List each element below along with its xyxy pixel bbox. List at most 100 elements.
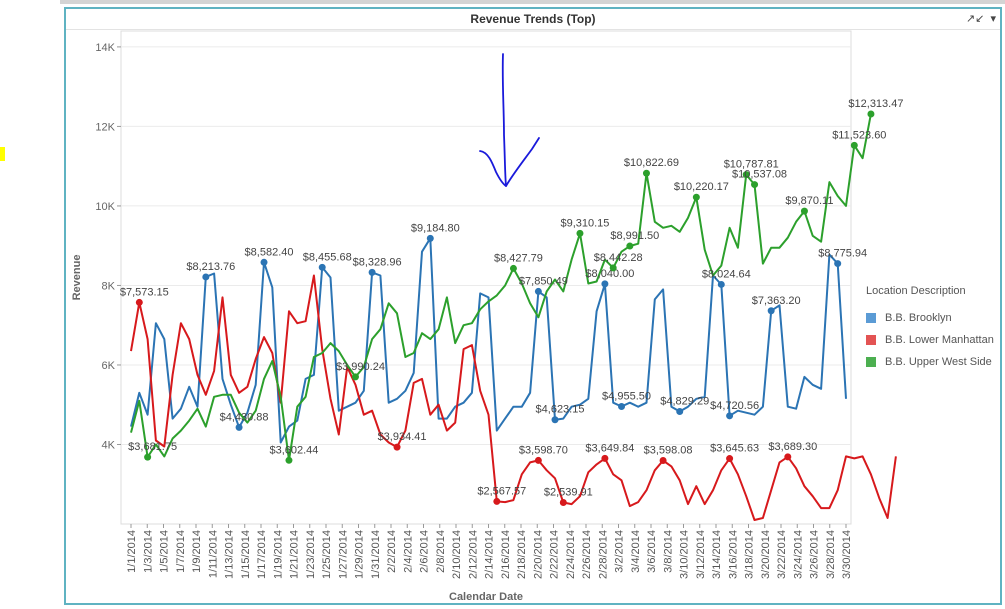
x-tick-label: 3/26/2014 <box>809 530 821 579</box>
data-label: $7,363.20 <box>752 295 801 307</box>
x-tick-label: 3/16/2014 <box>727 530 739 579</box>
data-point-brooklyn <box>534 287 542 295</box>
legend-label: B.B. Lower Manhattan <box>885 334 994 346</box>
x-tick-label: 3/14/2014 <box>711 530 723 579</box>
data-point-upper-west-side <box>351 373 359 381</box>
data-label: $10,537.08 <box>732 169 787 181</box>
data-point-brooklyn <box>202 273 210 281</box>
x-tick-label: 1/15/2014 <box>240 530 252 579</box>
data-label: $3,602.44 <box>269 444 318 456</box>
data-label: $3,598.70 <box>519 444 568 456</box>
data-point-brooklyn <box>717 280 725 288</box>
data-point-upper-west-side <box>609 264 617 272</box>
data-label: $9,184.80 <box>411 222 460 234</box>
data-point-upper-west-side <box>742 171 750 179</box>
x-tick-label: 1/1/2014 <box>126 530 138 573</box>
data-point-upper-west-side <box>692 193 700 201</box>
data-label: $3,689.30 <box>768 441 817 453</box>
y-tick-label: 8K <box>102 280 116 292</box>
data-point-brooklyn <box>601 280 609 288</box>
data-label: $10,822.69 <box>624 157 679 169</box>
data-point-lower-manhattan <box>726 455 734 463</box>
data-point-upper-west-side <box>751 181 759 189</box>
data-point-upper-west-side <box>626 242 634 250</box>
x-tick-label: 1/25/2014 <box>321 530 333 579</box>
data-label: $3,990.24 <box>336 361 385 373</box>
x-tick-label: 3/20/2014 <box>760 530 772 579</box>
x-tick-label: 2/8/2014 <box>435 530 447 573</box>
collapse-icon[interactable]: ↗↙ <box>965 13 985 25</box>
data-point-brooklyn <box>260 258 268 266</box>
data-point-brooklyn <box>551 416 559 424</box>
x-tick-label: 1/19/2014 <box>272 530 284 579</box>
x-tick-label: 1/27/2014 <box>337 530 349 579</box>
yellow-marker <box>0 147 5 161</box>
data-label: $3,681.75 <box>128 441 177 453</box>
data-point-upper-west-side <box>642 169 650 177</box>
x-tick-label: 1/29/2014 <box>354 530 366 579</box>
data-label: $4,430.88 <box>220 411 269 423</box>
x-tick-label: 2/26/2014 <box>581 530 593 579</box>
x-tick-label: 1/23/2014 <box>305 530 317 579</box>
series-line-lower-manhattan <box>130 274 897 521</box>
series-line-brooklyn <box>130 237 847 444</box>
data-point-brooklyn <box>318 263 326 271</box>
data-point-brooklyn <box>676 408 684 416</box>
x-tick-label: 1/3/2014 <box>142 530 154 573</box>
x-tick-label: 1/5/2014 <box>159 530 171 573</box>
data-point-lower-manhattan <box>784 453 792 461</box>
data-point-lower-manhattan <box>534 456 542 464</box>
data-label: $7,573.15 <box>120 286 169 298</box>
data-label: $8,427.79 <box>494 252 543 264</box>
x-tick-label: 3/10/2014 <box>679 530 691 579</box>
data-point-lower-manhattan <box>601 454 609 462</box>
data-label: $8,024.64 <box>702 268 751 280</box>
data-label: $8,455.68 <box>303 251 352 263</box>
legend-label: B.B. Upper West Side <box>885 356 992 368</box>
legend-item-brooklyn[interactable]: B.B. Brooklyn <box>866 307 1004 329</box>
plot-area <box>120 30 852 525</box>
top-divider <box>60 0 1005 4</box>
data-point-upper-west-side <box>144 453 152 461</box>
legend-item-upper-west-side[interactable]: B.B. Upper West Side <box>866 351 1004 373</box>
x-tick-label: 3/28/2014 <box>825 530 837 579</box>
data-label: $3,649.84 <box>585 442 634 454</box>
x-tick-label: 2/24/2014 <box>565 530 577 579</box>
data-label: $3,598.08 <box>644 444 693 456</box>
data-point-brooklyn <box>426 234 434 242</box>
data-label: $8,442.28 <box>594 252 643 264</box>
data-label: $8,991.50 <box>610 230 659 242</box>
x-tick-label: 2/10/2014 <box>451 530 463 579</box>
data-label: $4,955.50 <box>602 390 651 402</box>
x-tick-label: 2/6/2014 <box>419 530 431 573</box>
legend-title: Location Description <box>866 285 966 297</box>
data-label: $4,720.56 <box>710 400 759 412</box>
x-tick-label: 2/4/2014 <box>402 530 414 573</box>
y-tick-label: 12K <box>95 121 115 133</box>
x-tick-label: 3/12/2014 <box>695 530 707 579</box>
annotation-arrow-shaft <box>501 53 507 187</box>
data-label: $8,328.96 <box>353 256 402 268</box>
legend-swatch-lower-manhattan <box>866 335 876 345</box>
x-tick-label: 3/2/2014 <box>614 530 626 573</box>
annotation-arrow-head <box>479 137 540 187</box>
x-tick-label: 2/14/2014 <box>484 530 496 579</box>
data-label: $2,567.57 <box>477 485 526 497</box>
panel-title: Revenue Trends (Top) <box>470 12 596 26</box>
data-point-lower-manhattan <box>393 443 401 451</box>
x-tick-label: 1/17/2014 <box>256 530 268 579</box>
x-tick-label: 2/2/2014 <box>386 530 398 573</box>
data-point-upper-west-side <box>867 110 875 118</box>
data-label: $8,775.94 <box>818 248 867 260</box>
data-point-brooklyn <box>368 268 376 276</box>
y-tick-label: 14K <box>95 42 115 54</box>
x-tick-label: 1/31/2014 <box>370 530 382 579</box>
x-tick-label: 1/11/2014 <box>207 530 219 578</box>
data-point-brooklyn <box>618 402 626 410</box>
data-point-brooklyn <box>767 307 775 315</box>
x-axis-label: Calendar Date <box>449 591 523 603</box>
y-tick-label: 6K <box>102 360 116 372</box>
chevron-down-icon[interactable]: ▾ <box>990 13 996 25</box>
legend-item-lower-manhattan[interactable]: B.B. Lower Manhattan <box>866 329 1004 351</box>
y-tick-label: 4K <box>102 439 116 451</box>
